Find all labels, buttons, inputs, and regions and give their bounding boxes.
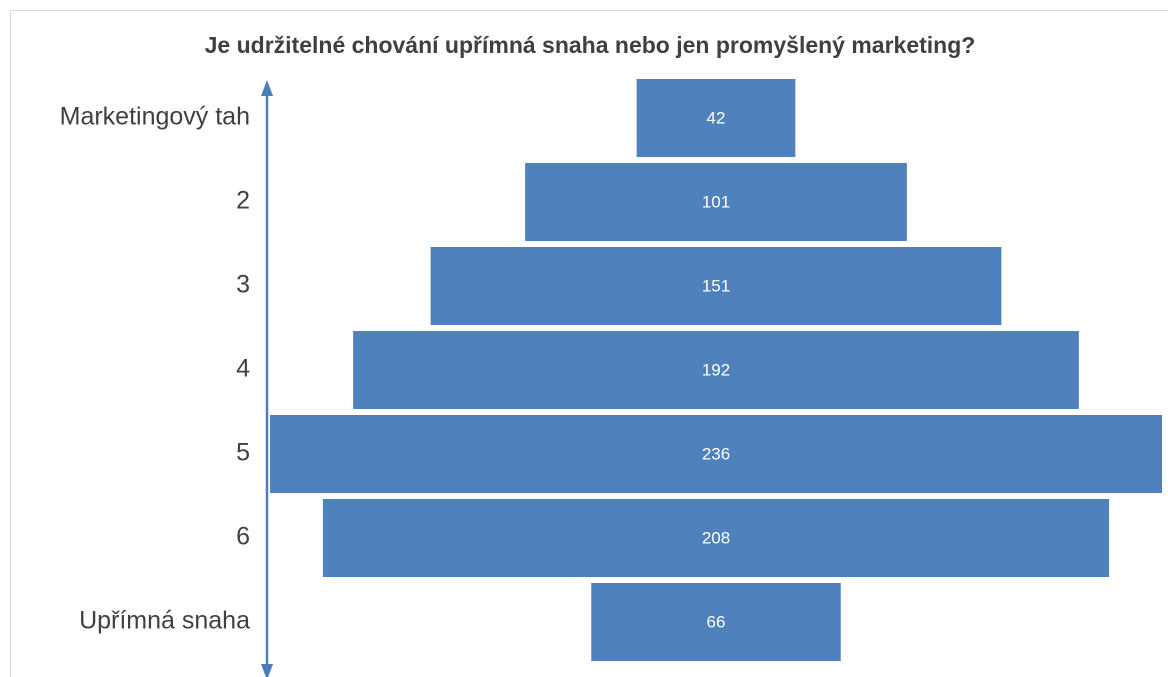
category-label: 4 [236,355,250,383]
value-label: 236 [702,444,730,463]
category-label: Upřímná snaha [79,607,250,635]
axis-arrow [261,80,273,677]
value-label: 101 [702,192,730,211]
funnel-bar [525,163,907,241]
chart-border [10,10,1168,677]
funnel-bar [353,331,1079,409]
funnel-bar [430,247,1002,325]
category-label: 3 [236,271,250,299]
value-label: 66 [707,612,726,631]
category-label: 6 [236,523,250,551]
funnel-bar [270,415,1162,493]
chart-title: Je udržitelné chování upřímná snaha nebo… [205,32,976,58]
value-label: 151 [702,276,730,295]
value-label: 42 [707,108,726,127]
category-label: 2 [236,187,250,215]
funnel-bar [636,79,796,157]
funnel-bar [322,499,1110,577]
category-label: 5 [236,439,250,467]
value-label: 208 [702,528,730,547]
category-label: Marketingový tah [60,103,250,131]
funnel-bar [591,583,841,661]
value-label: 192 [702,360,730,379]
